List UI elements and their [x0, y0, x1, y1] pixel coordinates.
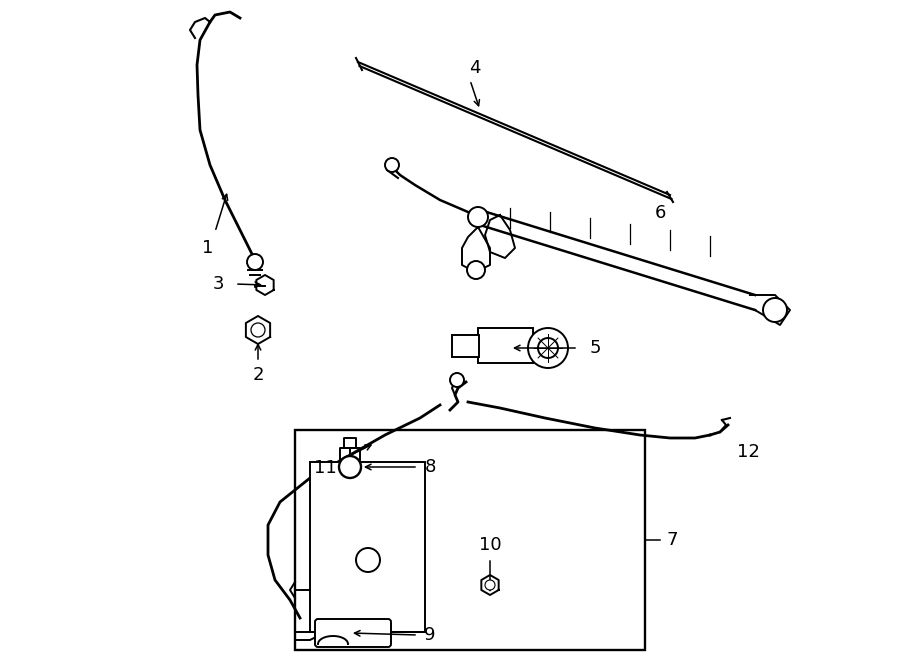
Circle shape — [468, 207, 488, 227]
Polygon shape — [482, 575, 499, 595]
Text: 12: 12 — [736, 443, 760, 461]
Circle shape — [538, 338, 558, 358]
Text: 10: 10 — [479, 536, 501, 554]
Circle shape — [251, 323, 265, 337]
Text: 1: 1 — [202, 239, 213, 257]
Circle shape — [763, 298, 787, 322]
Text: 9: 9 — [424, 626, 436, 644]
Circle shape — [247, 254, 263, 270]
Text: 4: 4 — [469, 59, 481, 77]
Text: 11: 11 — [313, 459, 337, 477]
Text: 5: 5 — [590, 339, 601, 357]
Polygon shape — [246, 316, 270, 344]
Text: 3: 3 — [212, 275, 224, 293]
Circle shape — [467, 261, 485, 279]
Text: 6: 6 — [654, 204, 666, 222]
Text: 2: 2 — [252, 366, 264, 384]
Circle shape — [356, 548, 380, 572]
Circle shape — [485, 580, 495, 590]
FancyBboxPatch shape — [315, 619, 391, 647]
Polygon shape — [256, 275, 274, 295]
Bar — [452, 335, 479, 357]
Bar — [295, 430, 645, 650]
Bar — [310, 462, 425, 632]
Circle shape — [385, 158, 399, 172]
Bar — [478, 328, 533, 363]
Circle shape — [339, 456, 361, 478]
Circle shape — [450, 373, 464, 387]
Text: 7: 7 — [666, 531, 678, 549]
Text: 8: 8 — [424, 458, 436, 476]
Circle shape — [528, 328, 568, 368]
